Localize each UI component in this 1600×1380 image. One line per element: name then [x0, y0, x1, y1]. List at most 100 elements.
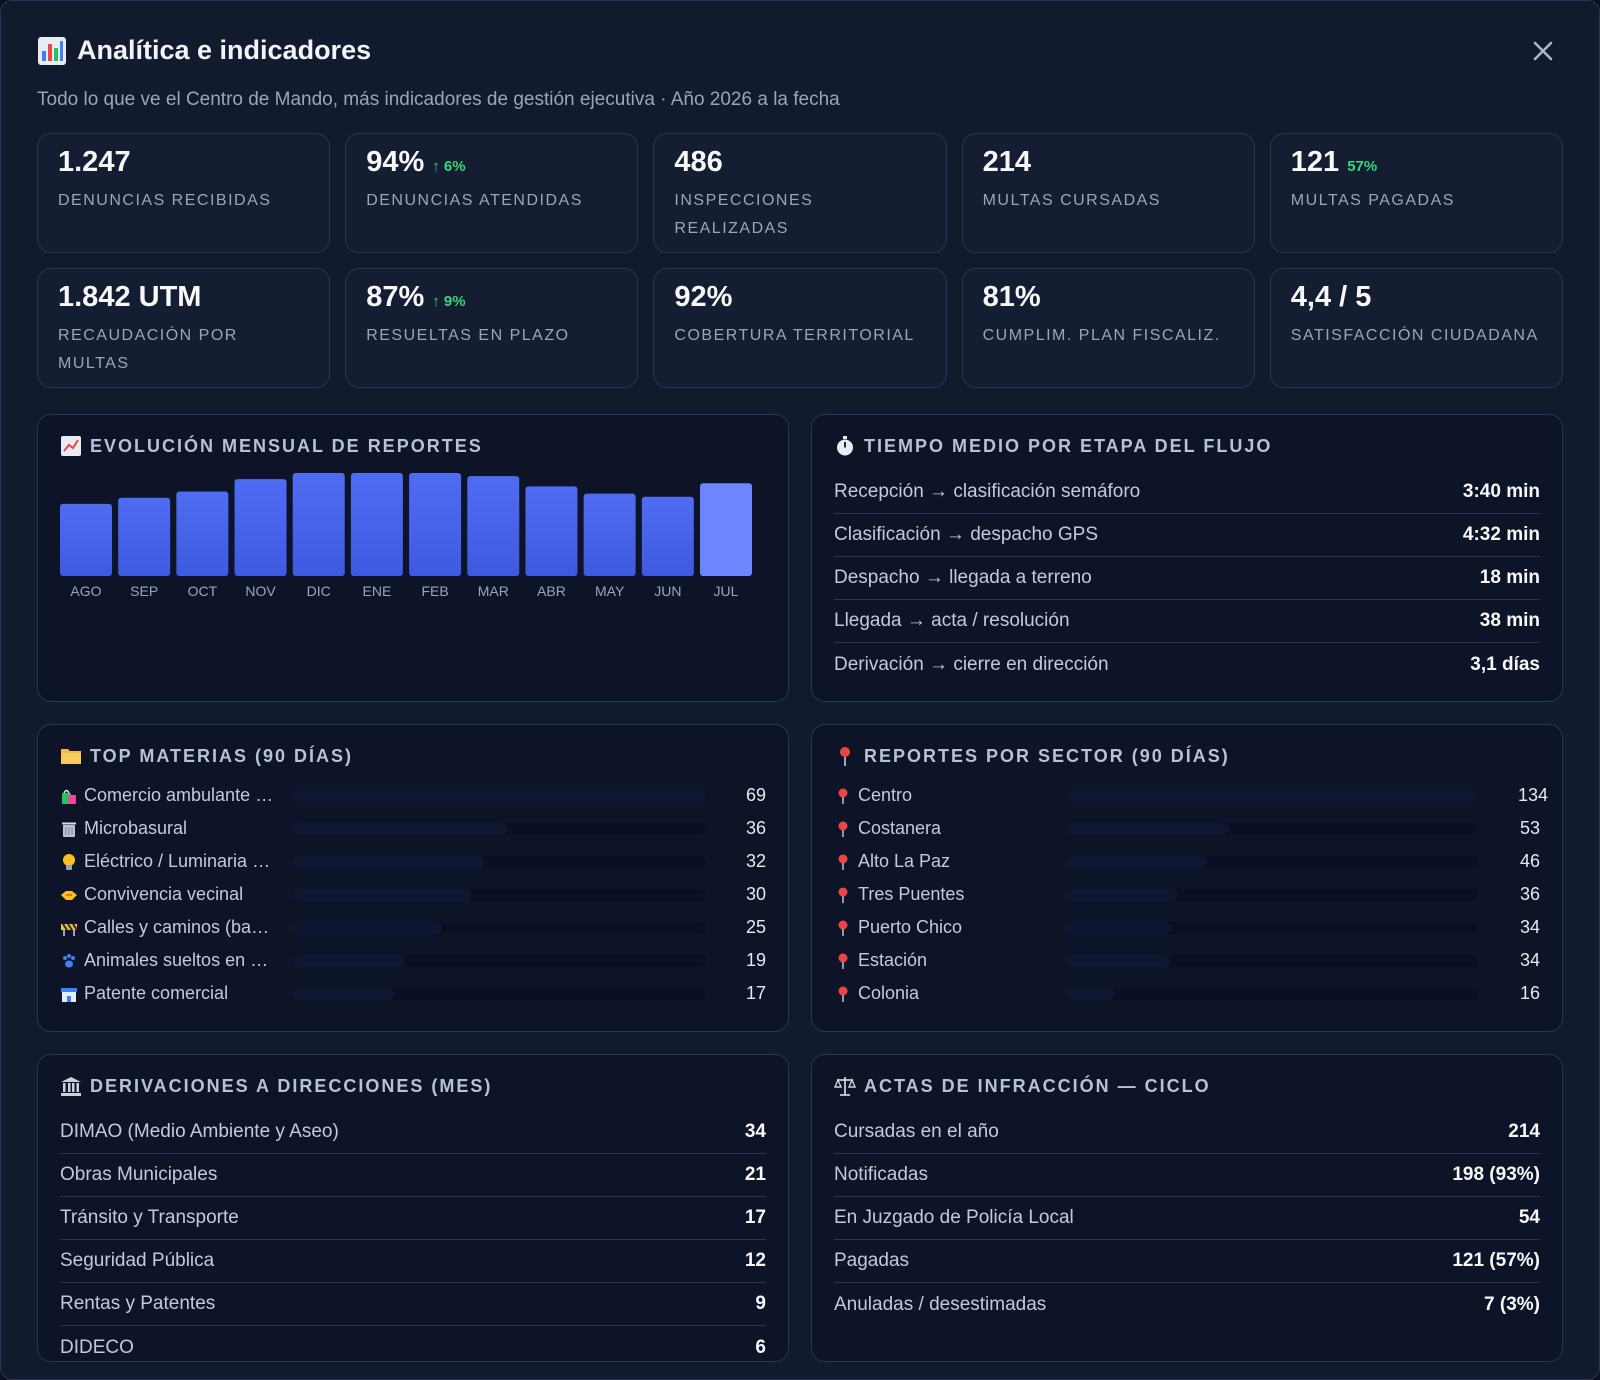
chart-bar-jul [700, 483, 752, 576]
sector-row-bar-track [1066, 855, 1478, 868]
bank-building-icon [60, 1075, 82, 1097]
topic-row-label-wrap: Eléctrico / Luminaria … [60, 851, 292, 872]
kpi-value: 87% [366, 281, 425, 313]
kpi-card: 87% ↑ 9% Resueltas en plazo [345, 268, 639, 388]
infraction-row-value: 121 (57%) [1452, 1250, 1540, 1271]
chart-bar-ago [60, 503, 112, 576]
kpi-value: 94% [366, 146, 425, 178]
sector-row: Alto La Paz 46 [834, 845, 1540, 878]
kpi-value-row: 1.842 UTM [58, 281, 309, 314]
kpi-card: 121 57% Multas pagadas [1269, 133, 1563, 253]
handshake-icon [60, 886, 78, 904]
kpi-delta: ↑ 9% [432, 293, 466, 310]
topic-row-bar-track [292, 921, 706, 934]
sectors-title-text: Reportes por sector (90 días) [864, 745, 1230, 766]
store-icon [60, 985, 78, 1003]
pin-icon [834, 952, 852, 970]
sector-row: Centro 134 [834, 779, 1548, 812]
kpi-card: 94% ↑ 6% Denuncias atendidas [345, 133, 639, 253]
topic-row-bar-fill [292, 888, 472, 901]
kpi-card: 1.842 UTM Recaudación por multas [37, 268, 331, 388]
chart-tick-label: SEP [130, 583, 158, 599]
modal-title-text: Analítica e indicadores [77, 35, 372, 65]
infractions-panel: Actas de infracción — ciclo Cursadas en … [811, 1054, 1563, 1362]
kpi-value: 214 [982, 146, 1031, 178]
derivation-row: DIMAO (Medio Ambiente y Aseo) 34 [60, 1111, 766, 1154]
topic-row: Convivencia vecinal 30 [60, 878, 766, 911]
kpi-value-row: 87% ↑ 9% [366, 281, 617, 314]
topic-row-bar-track [292, 855, 706, 868]
infraction-row: Anuladas / desestimadas 7 (3%) [834, 1283, 1540, 1326]
chart-bar-dic [292, 473, 345, 576]
sector-row-bar-fill [1066, 855, 1208, 868]
flow-row: Clasificación → despacho GPS 4:32 min [834, 514, 1540, 557]
kpi-delta: 57% [1347, 158, 1378, 175]
top-topics-title-text: Top materias (90 días) [90, 745, 354, 766]
kpi-value: 1.247 [58, 146, 131, 178]
chart-tick-label: DIC [307, 583, 331, 599]
chart-tick-label: MAR [478, 583, 509, 599]
topic-row-label-wrap: Comercio ambulante … [60, 785, 292, 806]
chart-tick-label: AGO [70, 583, 101, 599]
topic-row-label: Calles y caminos (ba… [84, 917, 270, 937]
kpi-label: Inspecciones realizadas [674, 192, 814, 237]
infraction-row-value: 54 [1518, 1207, 1540, 1228]
derivation-row: Seguridad Pública 12 [60, 1240, 766, 1283]
derivation-row-value: 9 [755, 1293, 766, 1314]
infraction-row: Notificadas 198 (93%) [834, 1154, 1540, 1197]
topic-row: Comercio ambulante … 69 [60, 779, 766, 812]
flow-times-title-text: Tiempo medio por etapa del flujo [864, 435, 1273, 456]
topic-row-bar-fill [292, 789, 706, 802]
kpi-label: Denuncias atendidas [366, 192, 583, 209]
chart-bar-may [583, 493, 636, 576]
chart-bar-sep [118, 497, 171, 576]
sector-row-bar-fill [1066, 822, 1229, 835]
chart-tick-label: FEB [421, 583, 448, 599]
kpi-value: 92% [674, 281, 733, 313]
sectors-title: Reportes por sector (90 días) [834, 745, 1540, 767]
topic-row-label: Animales sueltos en … [84, 950, 269, 970]
kpi-value-row: 4,4 / 5 [1291, 281, 1542, 314]
topic-row-value: 25 [746, 917, 767, 937]
close-icon[interactable] [1529, 37, 1557, 65]
topic-row-value: 32 [746, 851, 767, 871]
infraction-row-value: 7 (3%) [1484, 1293, 1540, 1315]
infraction-row: Cursadas en el año 214 [834, 1111, 1540, 1154]
topic-row-value: 30 [746, 884, 767, 904]
kpi-value-row: 214 [983, 146, 1234, 179]
chart-bar-jun [641, 496, 694, 576]
kpi-value-row: 94% ↑ 6% [366, 146, 617, 179]
topic-row-bar-track [292, 888, 706, 901]
topic-row-bar-fill [292, 921, 442, 934]
chart-tick-label: JUN [654, 583, 681, 599]
sector-row-label: Colonia [858, 983, 920, 1003]
shopping-bags-icon [60, 787, 78, 805]
derivation-row: Obras Municipales 21 [60, 1154, 766, 1197]
kpi-card: 4,4 / 5 Satisfacción ciudadana [1269, 268, 1563, 388]
sector-row-value: 34 [1519, 950, 1540, 970]
derivation-row-value: 34 [744, 1121, 766, 1142]
topic-row-label: Microbasural [84, 818, 188, 838]
topic-row-value: 17 [746, 983, 767, 1003]
sector-row-bar-track [1066, 822, 1478, 835]
topic-row-bar-track [292, 822, 706, 835]
topic-row-label-wrap: Convivencia vecinal [60, 884, 292, 905]
sector-row: Tres Puentes 36 [834, 878, 1540, 911]
flow-times-list: Recepción → clasificación semáforo 3:40 m… [834, 471, 1540, 686]
sector-row-label-wrap: Estación [834, 950, 1066, 971]
topic-row: Eléctrico / Luminaria … 32 [60, 845, 766, 878]
pin-icon [834, 745, 856, 767]
flow-row-label: Despacho → llegada a terreno [834, 567, 1092, 588]
chart-bar-nov [234, 479, 287, 576]
sector-row-bar-track [1066, 888, 1478, 901]
scales-icon [834, 1075, 856, 1097]
sectors-panel: Reportes por sector (90 días) Centro 134 C… [811, 724, 1563, 1032]
derivation-row-value: 6 [755, 1336, 766, 1358]
kpi-value-row: 1.247 [58, 146, 309, 179]
topic-row-value: 36 [746, 818, 767, 838]
infractions-list: Cursadas en el año 214 Notificadas 198 (93%… [834, 1111, 1540, 1326]
bar-chart-icon [37, 36, 67, 66]
sector-row-label-wrap: Tres Puentes [834, 884, 1066, 905]
modal-subtitle: Todo lo que ve el Centro de Mando, más i… [37, 89, 840, 110]
infraction-row-label: En Juzgado de Policía Local [834, 1207, 1074, 1228]
